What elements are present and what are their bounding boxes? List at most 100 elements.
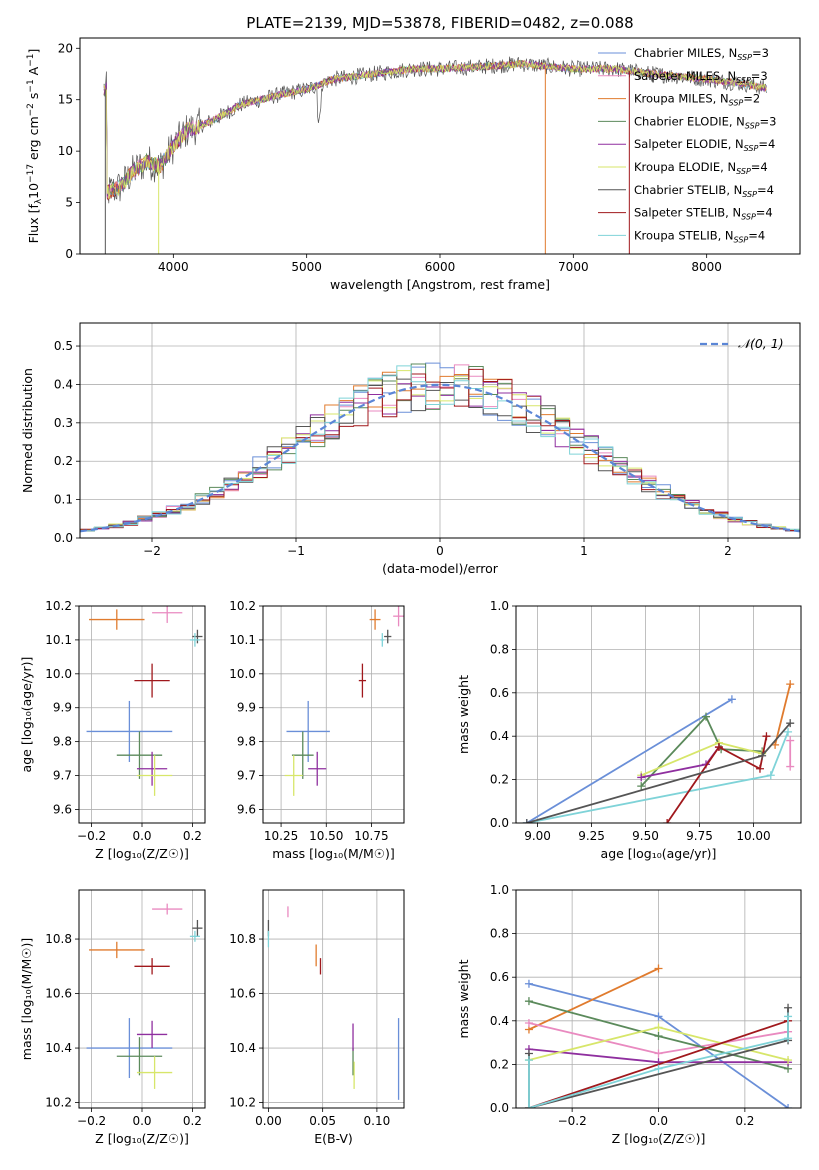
- marker-kroupa-stelib: [654, 1064, 663, 1073]
- x-tick-label: 5000: [291, 260, 322, 274]
- weight-line-chabrier-elodie: [640, 715, 763, 787]
- marker-chabrier-elodie: [654, 1032, 663, 1041]
- axes-frame: [78, 605, 206, 824]
- weight-line-chabrier-miles: [526, 698, 733, 823]
- spectrum-line-kroupa-elodie: [103, 59, 767, 199]
- y-tick-label: 9.7: [53, 769, 72, 783]
- marker-chabrier-miles: [727, 695, 736, 704]
- marker-chabrier-elodie: [524, 997, 533, 1006]
- y-tick-label: 0.2: [490, 773, 509, 787]
- marker-chabrier-miles: [654, 1012, 663, 1021]
- y-tick-label: 0.4: [490, 729, 509, 743]
- legend-entry: Chabrier STELIB, NSSP=4: [634, 183, 774, 199]
- y-tick-label: 0.4: [54, 377, 73, 391]
- y-tick-label: 10.1: [229, 633, 256, 647]
- y-tick-label: 0: [65, 247, 73, 261]
- marker-chabrier-elodie: [637, 782, 646, 791]
- marker-kroupa-stelib: [784, 727, 793, 736]
- marker-salpeter-miles: [786, 736, 795, 745]
- axes-frame: [515, 889, 802, 1109]
- y-tick-label: 9.6: [53, 802, 72, 816]
- marker-chabrier-elodie: [702, 712, 710, 721]
- marker-chabrier-stelib: [758, 751, 767, 760]
- marker-chabrier-stelib: [522, 819, 531, 823]
- x-tick-label: 4000: [158, 260, 189, 274]
- marker-salpeter-elodie: [637, 773, 646, 782]
- marker-kroupa-miles: [654, 964, 663, 973]
- x-tick-label: 0.0: [649, 1114, 668, 1128]
- histogram-kroupa-stelib: [80, 365, 800, 534]
- y-tick-label: 9.8: [53, 735, 72, 749]
- y-tick-label: 10.6: [45, 987, 72, 1001]
- x-tick-label: 9.25: [578, 829, 605, 843]
- y-tick-label: 10.8: [229, 932, 256, 946]
- y-tick-label: 10: [58, 144, 73, 158]
- x-tick-label: 0.2: [183, 829, 202, 843]
- y-tick-label: 0.0: [490, 816, 509, 830]
- y-tick-label: 15: [58, 93, 73, 107]
- marker-salpeter-stelib: [755, 764, 764, 773]
- x-axis-label: mass [log₁₀(M/M☉)]: [272, 846, 394, 861]
- y-axis-label: mass weight: [456, 959, 471, 1038]
- x-tick-label: 0.05: [309, 1114, 336, 1128]
- y-tick-label: 10.4: [45, 1041, 72, 1055]
- y-tick-label: 20: [58, 41, 73, 55]
- weight-line-kroupa-stelib: [526, 731, 789, 823]
- legend-entry: Chabrier MILES, NSSP=3: [634, 46, 769, 62]
- y-axis-label: mass [log₁₀(M/M☉)]: [19, 938, 34, 1060]
- x-axis-label: (data-model)/error: [382, 561, 499, 576]
- marker-chabrier-stelib: [786, 719, 795, 728]
- y-tick-label: 0.0: [490, 1101, 509, 1115]
- x-axis-label: age [log₁₀(age/yr)]: [601, 846, 717, 861]
- y-axis-label: mass weight: [456, 675, 471, 754]
- plot-area: [522, 680, 795, 823]
- weight-line-salpeter-stelib: [666, 736, 768, 823]
- marker-salpeter-stelib: [714, 743, 723, 752]
- x-axis-label: Z [log₁₀(Z/Z☉)]: [95, 1131, 189, 1146]
- marker-salpeter-stelib: [663, 819, 672, 823]
- y-tick-label: 5: [65, 196, 73, 210]
- marker-kroupa-elodie: [784, 1056, 793, 1065]
- marker-kroupa-miles: [786, 680, 795, 689]
- y-tick-label: 10.8: [45, 932, 72, 946]
- gaussian-curve: [80, 383, 800, 533]
- axes-frame: [262, 605, 405, 824]
- y-tick-label: 10.0: [45, 667, 72, 681]
- y-tick-label: 9.9: [237, 701, 256, 715]
- weight-vs-age-panel: 9.00 9.25 9.50 9.75 10.00 0.0 0.2 0.4 0.6 0.8 1.0 a…: [456, 599, 802, 861]
- x-tick-label: 8000: [691, 260, 722, 274]
- axes-frame: [79, 322, 801, 539]
- legend-entry: Kroupa STELIB, NSSP=4: [634, 228, 765, 244]
- y-tick-label: 0.6: [490, 686, 509, 700]
- y-tick-label: 10.2: [45, 1096, 72, 1110]
- x-axis-label: E(B-V): [314, 1131, 353, 1146]
- mass-vs-metallicity-panel: −0.2 0.0 0.2 10.2 10.4 10.6 10.8 Z [log₁₀(Z/Z☉)…: [19, 889, 206, 1146]
- x-tick-label: −0.2: [558, 1114, 587, 1128]
- y-tick-label: 9.7: [237, 769, 256, 783]
- y-tick-label: 0.1: [54, 493, 73, 507]
- marker-chabrier-stelib: [784, 1003, 793, 1012]
- y-tick-label: 9.9: [53, 701, 72, 715]
- y-tick-label: 10.6: [229, 987, 256, 1001]
- y-tick-label: 0.8: [490, 927, 509, 941]
- y-tick-label: 0.3: [54, 416, 73, 430]
- x-tick-label: 10.25: [264, 829, 298, 843]
- x-axis-label: Z [log₁₀(Z/Z☉)]: [612, 1131, 706, 1146]
- y-tick-label: 10.2: [229, 599, 256, 613]
- x-tick-label: 0.0: [132, 829, 151, 843]
- legend-entry: Kroupa MILES, NSSP=2: [634, 92, 760, 108]
- mass-vs-extinction-panel: 0.00 0.05 0.10 10.2 10.4 10.6 10.8 E(B-V): [229, 889, 405, 1146]
- x-tick-label: −2: [143, 544, 161, 558]
- marker-salpeter-stelib: [762, 732, 771, 741]
- x-tick-label: −0.2: [77, 829, 106, 843]
- weight-line-salpeter-stelib: [528, 1019, 789, 1108]
- spectrum-panel: 4000 5000 6000 7000 8000 0 5 10 15 20 wavelength […: [26, 37, 801, 292]
- axes-frame: [262, 889, 405, 1109]
- y-tick-label: 1.0: [490, 883, 509, 897]
- x-tick-label: 0: [436, 544, 444, 558]
- marker-kroupa-stelib: [524, 1056, 533, 1065]
- marker-kroupa-stelib: [784, 1012, 793, 1021]
- legend-entry: Kroupa ELODIE, NSSP=4: [634, 160, 768, 176]
- x-tick-label: −1: [287, 544, 305, 558]
